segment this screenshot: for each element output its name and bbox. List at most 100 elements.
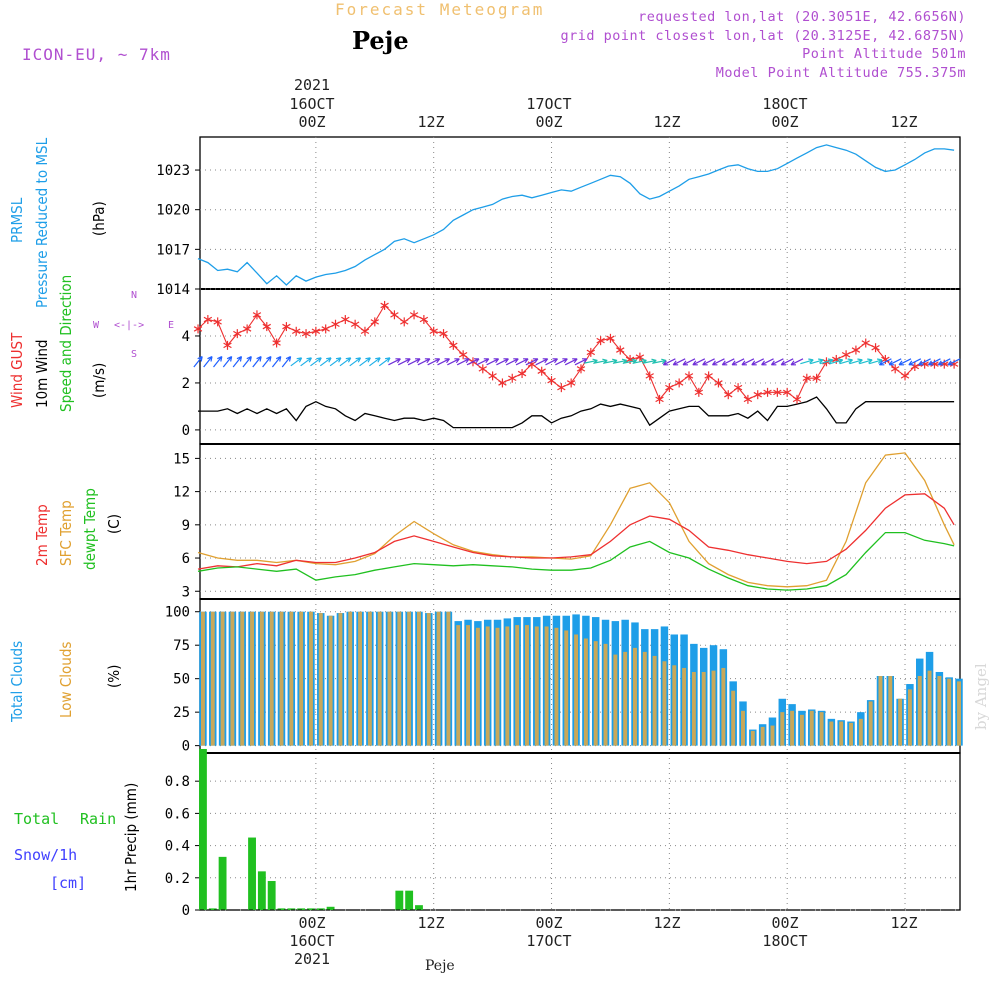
wind-direction-arrow xyxy=(545,358,559,366)
wind-direction-arrow xyxy=(947,358,961,366)
rain-bar xyxy=(199,748,207,910)
wind-direction-arrow xyxy=(242,356,252,368)
panel-frame-wind xyxy=(199,288,961,445)
wind-direction-arrow xyxy=(496,358,509,366)
gust-point xyxy=(488,371,497,381)
low-cloud-bar xyxy=(200,611,205,746)
gust-point xyxy=(429,326,438,336)
gust-point xyxy=(851,345,861,355)
bottom-day-16oct: 16OCT xyxy=(289,932,335,950)
low-cloud-bar xyxy=(289,611,294,746)
gust-point xyxy=(665,383,674,393)
low-cloud-bar xyxy=(721,667,726,746)
low-cloud-bar xyxy=(858,718,863,746)
point-altitude: Point Altitude 501m xyxy=(802,46,966,62)
wind-direction-arrow xyxy=(486,358,500,366)
ytick-label-precip-2: 0.4 xyxy=(165,839,190,855)
ytick-label-wind-1: 2 xyxy=(182,376,190,392)
low-cloud-bar xyxy=(917,676,922,746)
gust-point xyxy=(203,315,213,325)
wind-direction-arrow xyxy=(761,358,774,366)
gust-point xyxy=(321,324,330,334)
dewpt-series xyxy=(197,531,955,591)
gust-point xyxy=(341,315,350,325)
top-day-17oct: 17OCT xyxy=(526,95,572,113)
ytick-label-pressure-1: 1017 xyxy=(156,242,190,258)
wind-direction-arrow xyxy=(466,358,480,366)
gust-point xyxy=(223,340,232,350)
low-cloud-bar xyxy=(574,634,579,746)
ytick-label-temp-0: 3 xyxy=(182,584,190,600)
low-cloud-bar xyxy=(907,689,912,746)
ytick-label-clouds-1: 25 xyxy=(173,705,190,721)
low-cloud-bar xyxy=(397,611,402,746)
pressure-series xyxy=(197,144,955,286)
top-day-18oct: 18OCT xyxy=(762,95,808,113)
gust-point xyxy=(547,376,556,386)
wind-direction-arrow xyxy=(564,358,578,366)
wind10m-series xyxy=(198,396,955,429)
wind-direction-arrow xyxy=(800,358,814,365)
wind-direction-arrow xyxy=(213,356,223,368)
low-cloud-bar xyxy=(328,615,333,746)
wind-direction-arrow xyxy=(692,358,706,366)
compass-e: E xyxy=(168,320,175,331)
wind-direction-arrow xyxy=(437,358,450,366)
rain-bar xyxy=(316,908,325,910)
low-cloud-bar xyxy=(515,625,520,746)
wind-direction-arrow xyxy=(918,358,931,366)
gust-point xyxy=(458,350,468,360)
gust-point xyxy=(301,329,311,339)
wind-direction-arrow xyxy=(407,358,421,366)
sfc-temp-series xyxy=(197,452,955,588)
wind-direction-arrow xyxy=(319,357,332,367)
top-hour-1: 12Z xyxy=(417,113,445,131)
wind-direction-arrow xyxy=(780,358,794,366)
gust-point xyxy=(517,369,527,379)
wind-direction-arrow xyxy=(515,358,529,366)
gust-point xyxy=(213,317,222,327)
rain-bar xyxy=(326,906,335,910)
wind-direction-arrow xyxy=(505,358,519,366)
gust-series xyxy=(197,304,955,401)
gust-point xyxy=(645,371,654,381)
wind-direction-arrow xyxy=(898,358,912,366)
rain-bar xyxy=(405,890,414,910)
gust-point xyxy=(272,338,281,348)
gust-point xyxy=(743,394,753,404)
gust-point xyxy=(694,387,704,397)
ytick-label-temp-2: 9 xyxy=(182,518,190,534)
wind-direction-arrow xyxy=(388,358,401,366)
gust-point xyxy=(763,387,772,397)
gust-point xyxy=(782,387,792,397)
bottom-year: 2021 xyxy=(293,950,331,968)
wind-direction-arrow xyxy=(447,358,460,366)
gust-point xyxy=(635,352,645,362)
top-year: 2021 xyxy=(293,76,331,94)
low-cloud-bar xyxy=(809,710,814,746)
low-cloud-bar xyxy=(230,611,235,746)
low-cloud-bar xyxy=(770,725,775,746)
wind-direction-arrow xyxy=(574,358,588,366)
low-cloud-bar xyxy=(446,611,451,746)
low-cloud-bar xyxy=(947,678,952,746)
wind-direction-arrow xyxy=(252,356,262,368)
ytick-label-wind-2: 4 xyxy=(182,329,190,345)
grid-point-coords: grid point closest lon,lat (20.3125E, 42… xyxy=(560,28,966,44)
wind-direction-arrow xyxy=(397,358,411,366)
wind-direction-arrow xyxy=(525,358,539,366)
low-cloud-bar xyxy=(466,625,471,746)
ytick-label-clouds-0: 0 xyxy=(182,739,190,755)
gust-point xyxy=(674,378,684,388)
ytick-label-precip-0: 0 xyxy=(182,903,190,919)
low-cloud-bar xyxy=(672,665,677,746)
low-cloud-bar xyxy=(338,613,343,746)
low-cloud-bar xyxy=(377,611,382,746)
gust-point xyxy=(596,336,605,346)
wind-direction-arrow xyxy=(232,356,243,368)
low-cloud-bar xyxy=(741,710,745,746)
low-cloud-bar xyxy=(731,690,736,746)
low-cloud-bar xyxy=(652,655,657,746)
low-cloud-bar xyxy=(269,611,274,746)
